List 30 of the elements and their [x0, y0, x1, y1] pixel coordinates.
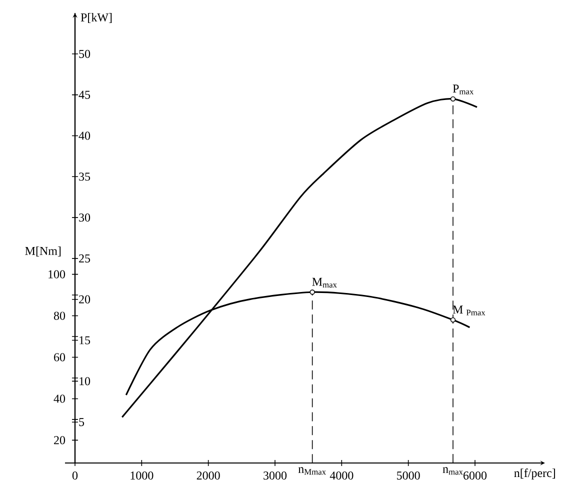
series-label: n$_{max}$ [442, 467, 463, 475]
y-tick-label: 15 [80, 336, 90, 344]
y-tick-label: 45 [78, 90, 90, 99]
x-tick-label: 1000 [130, 472, 154, 480]
y2-tick-label: 20 [54, 436, 66, 444]
y2-tick-label: 40 [54, 394, 66, 403]
x-tick-label: 2000 [196, 472, 220, 480]
series-label: M $_{Pmax}$ [452, 306, 486, 316]
y-tick-label: 30 [79, 213, 90, 222]
x-tick-label: 6000 [464, 472, 487, 480]
x-tick-label: 3000 [264, 472, 287, 480]
series-label: P$_{max}$ [452, 84, 474, 94]
y-tick-label: 25 [79, 254, 90, 262]
x-axis-title: n[f/perc] [514, 468, 555, 480]
y2-tick-label: 100 [48, 270, 66, 278]
y2-tick-label: 60 [54, 353, 66, 362]
series-label: n$_{Mmax}$ [298, 467, 326, 475]
x-tick-label: 5000 [397, 472, 420, 480]
x-tick-label: 0 [72, 472, 78, 480]
y2-axis-title: M[Nm] [25, 246, 61, 256]
y-tick-label: 10 [80, 377, 90, 386]
y-axis-title: P[kW] [80, 13, 112, 23]
y2-tick-label: 80 [54, 312, 66, 320]
y-tick-label: 40 [78, 132, 90, 140]
y-tick-label: 20 [79, 295, 90, 304]
y-tick-label: 35 [79, 172, 90, 181]
series-label: M$_{max}$ [312, 278, 337, 288]
x-tick-label: 4000 [330, 472, 354, 480]
y-tick-label: 50 [79, 50, 90, 58]
y-tick-label: 5 [79, 418, 84, 426]
